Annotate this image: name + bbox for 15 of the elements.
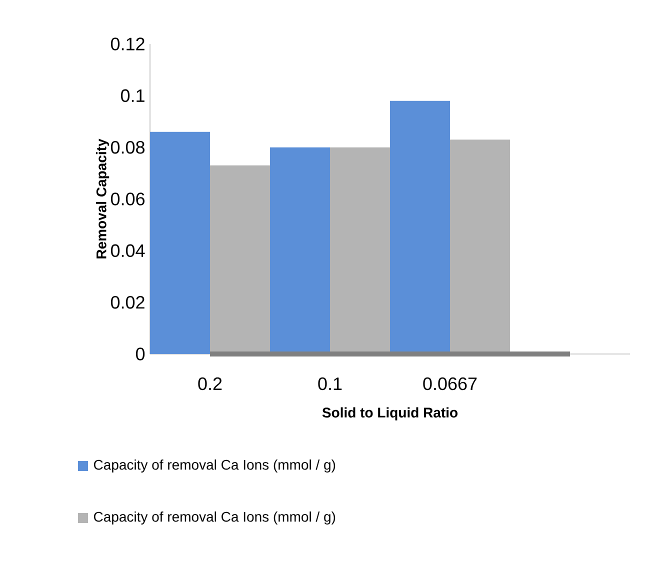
y-axis-title: Removal Capacity — [96, 138, 110, 258]
y-tick-label: 0.12 — [110, 38, 144, 50]
x-tick-label: 0.0667 — [423, 377, 477, 390]
legend-label: Capacity of removal Ca Ions (mmol / g) — [94, 511, 336, 525]
y-tick-label: 0.08 — [110, 140, 144, 154]
y-tick-label: 0.04 — [110, 244, 145, 258]
y-tick-label: 0 — [136, 348, 145, 360]
y-tick-label: 0.02 — [110, 296, 144, 309]
legend-label: Capacity of removal Ca Ions (mmol / g) — [94, 459, 336, 473]
x-tick-label: 0.2 — [198, 377, 222, 390]
y-tick-label: 0.1 — [120, 89, 144, 102]
bar — [150, 132, 210, 354]
y-tick-label: 0.06 — [110, 192, 144, 206]
x-tick-label: 0.1 — [318, 377, 342, 390]
x-axis-title: Solid to Liquid Ratio — [322, 407, 458, 420]
